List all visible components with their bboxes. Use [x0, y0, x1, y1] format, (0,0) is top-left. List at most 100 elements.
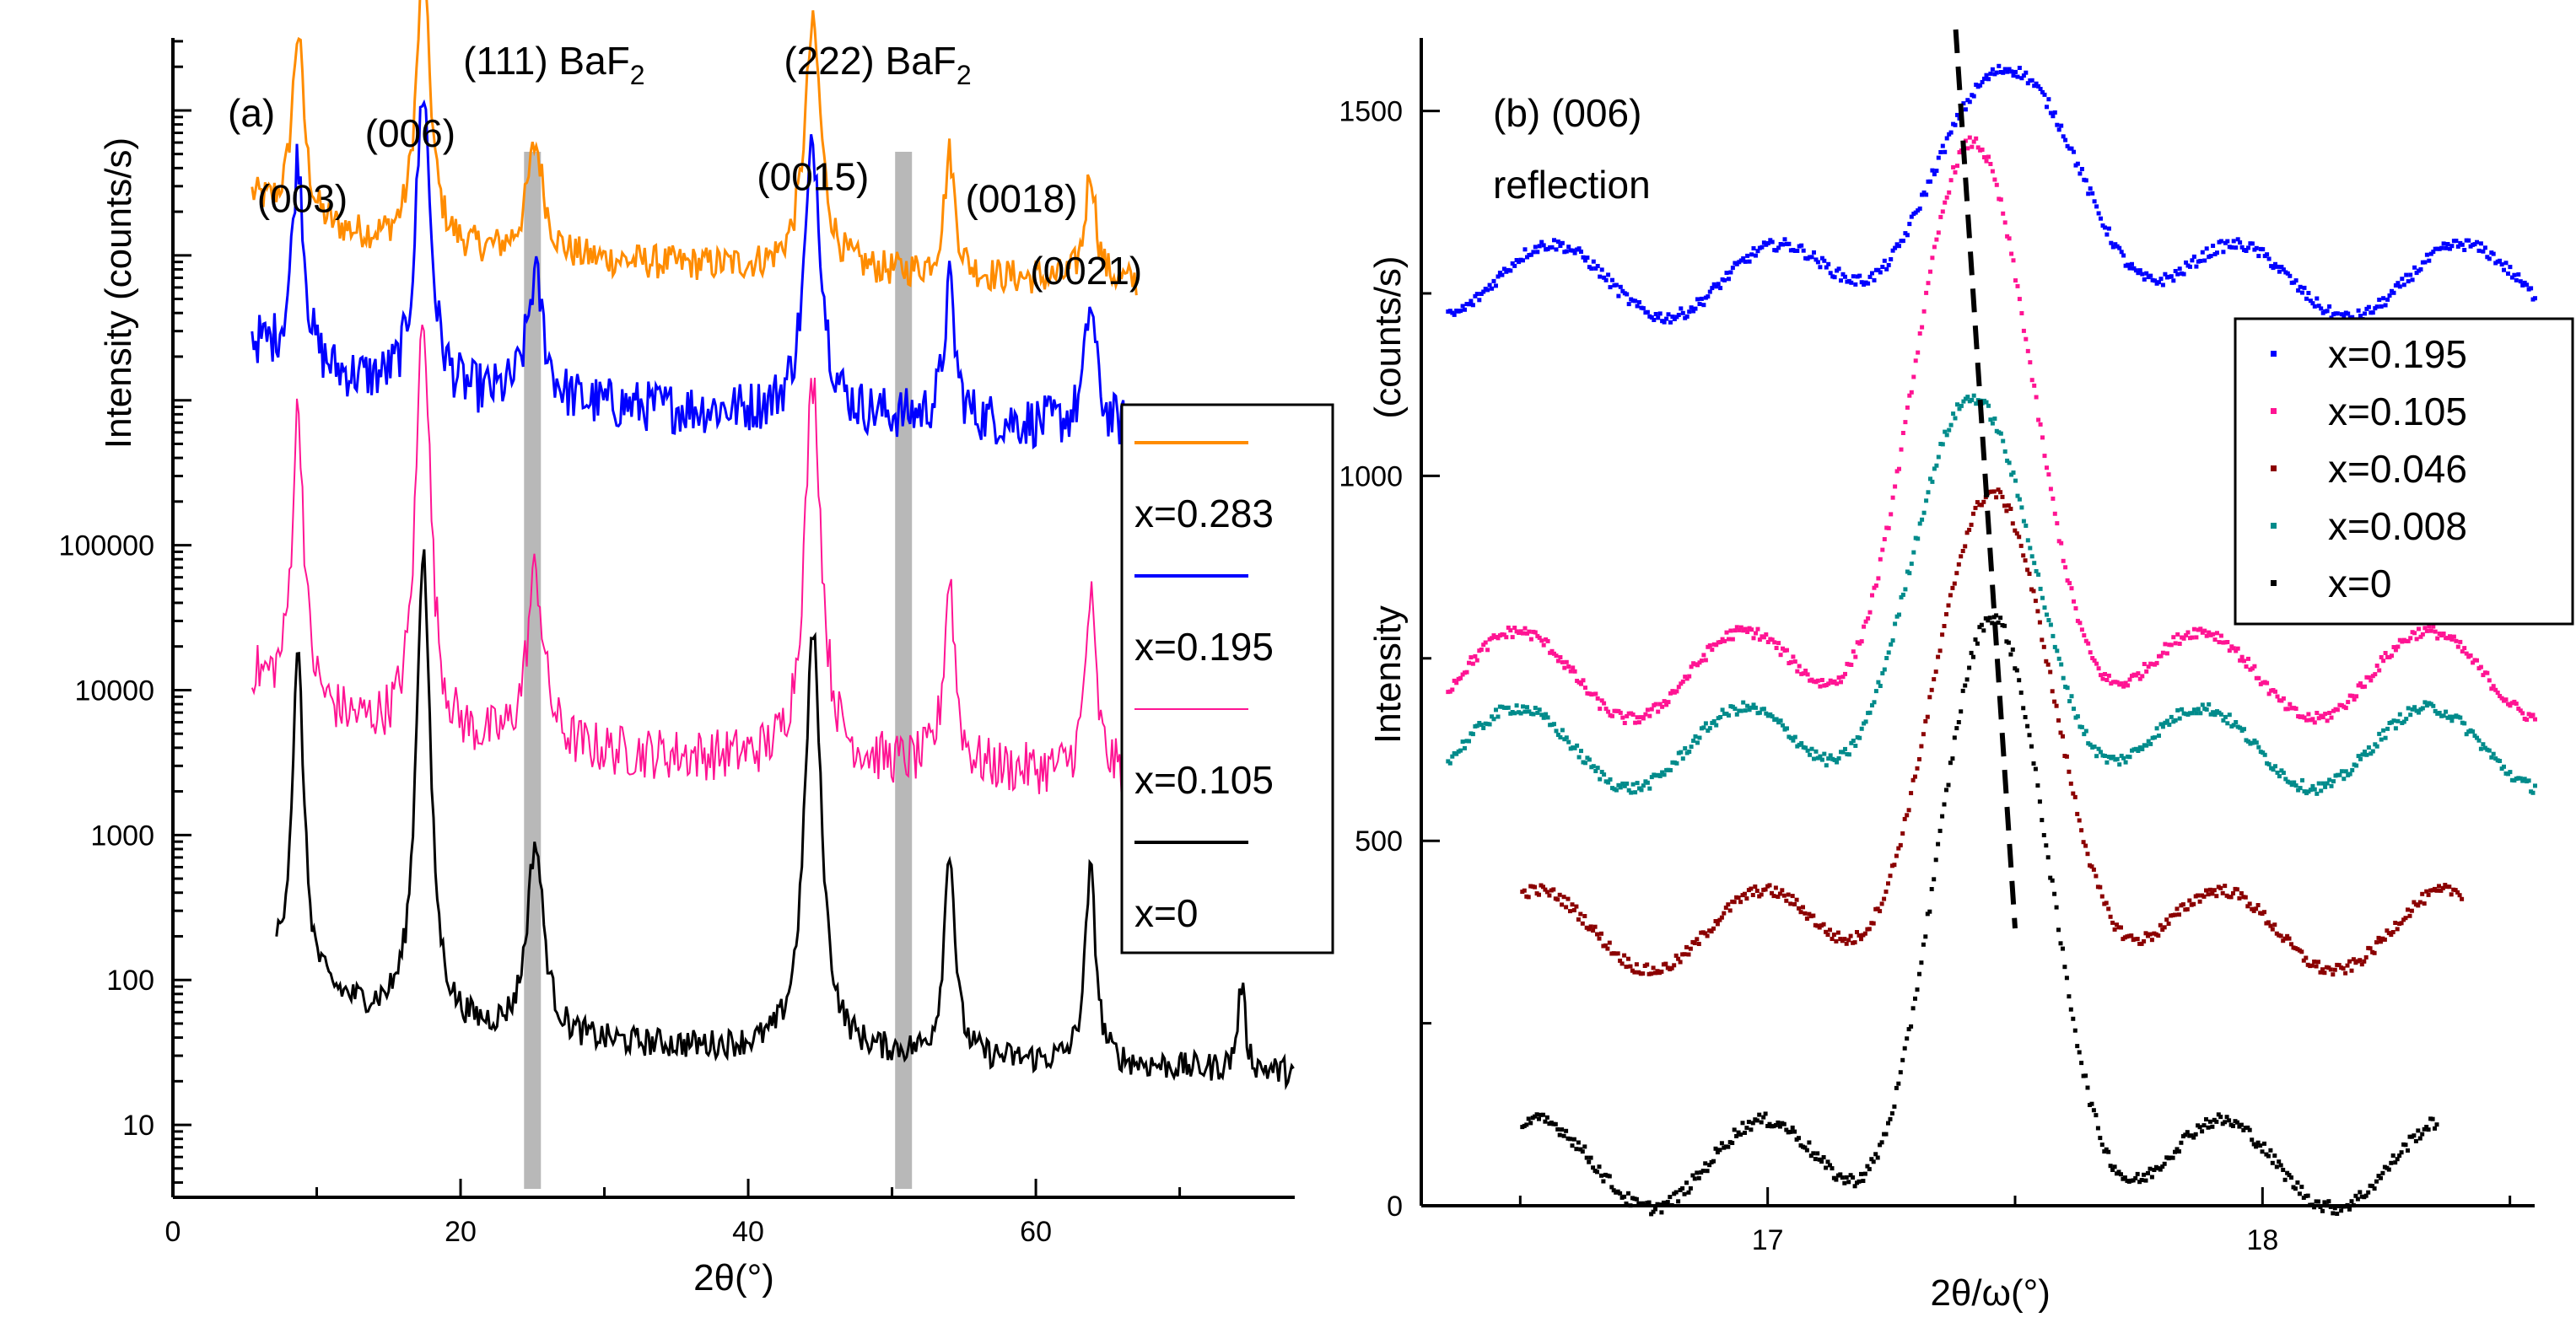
- data-point: [1797, 664, 1802, 669]
- data-point: [2013, 69, 2018, 74]
- data-point: [2173, 1149, 2177, 1154]
- data-point: [1709, 929, 1714, 934]
- data-point: [2533, 717, 2537, 722]
- data-point: [1541, 243, 1546, 248]
- data-point: [1836, 675, 1841, 680]
- data-point: [2163, 272, 2168, 277]
- data-point: [2059, 662, 2064, 667]
- data-point: [2234, 648, 2239, 653]
- data-point: [2395, 718, 2401, 723]
- data-point: [1578, 911, 1583, 917]
- data-point: [2045, 855, 2051, 860]
- data-point: [1888, 1116, 1893, 1121]
- data-point: [2430, 1116, 2435, 1121]
- data-point: [1750, 1121, 1755, 1126]
- data-point: [1699, 659, 1704, 663]
- data-point: [1711, 1159, 1716, 1164]
- data-point: [1711, 926, 1716, 931]
- data-point: [2299, 1185, 2304, 1190]
- data-point: [1598, 707, 1603, 712]
- data-point: [1859, 937, 1863, 942]
- data-point: [2320, 715, 2325, 720]
- data-point: [1776, 641, 1781, 646]
- data-point: [1651, 965, 1656, 970]
- data-point: [1757, 637, 1762, 642]
- data-point: [2437, 884, 2441, 889]
- data-point: [2448, 246, 2452, 251]
- data-point: [2359, 962, 2364, 967]
- data-point: [1537, 1116, 1541, 1121]
- data-point: [2009, 251, 2014, 256]
- data-point: [2433, 629, 2438, 634]
- data-point: [2017, 535, 2022, 540]
- data-point: [2292, 780, 2297, 785]
- data-point: [1907, 571, 1912, 576]
- data-point: [1576, 755, 1582, 760]
- data-point: [1606, 272, 1611, 277]
- data-point: [1819, 255, 1824, 261]
- data-point: [1828, 927, 1832, 933]
- data-point: [1738, 708, 1743, 713]
- data-point: [2389, 933, 2394, 938]
- data-point: [2061, 946, 2065, 951]
- data-point: [1537, 707, 1542, 712]
- data-point: [2529, 286, 2534, 291]
- data-point: [1560, 659, 1565, 664]
- data-point: [2083, 1073, 2088, 1078]
- data-point: [1703, 931, 1708, 936]
- data-point: [1781, 242, 1785, 247]
- data-point: [2177, 912, 2181, 917]
- data-point: [2094, 204, 2099, 209]
- data-point: [1722, 911, 1727, 916]
- data-point: [1699, 296, 1704, 301]
- data-point: [1737, 627, 1742, 632]
- data-point: [2266, 691, 2272, 696]
- data-point: [1666, 700, 1671, 705]
- data-point: [1844, 1175, 1849, 1180]
- data-point: [1792, 902, 1797, 906]
- data-point: [1469, 298, 1474, 304]
- data-point: [2448, 714, 2452, 719]
- data-point: [1599, 698, 1604, 703]
- data-point: [1759, 892, 1764, 897]
- data-point: [1637, 720, 1641, 725]
- data-point: [2110, 755, 2115, 759]
- data-point: [2031, 761, 2036, 766]
- data-point: [2256, 675, 2261, 680]
- data-point: [2234, 1120, 2239, 1125]
- data-point: [2426, 1127, 2431, 1132]
- data-point: [1574, 904, 1579, 909]
- data-point: [1601, 1179, 1606, 1184]
- data-point: [1880, 265, 1885, 269]
- data-point: [1896, 1081, 1901, 1086]
- data-point: [1786, 241, 1792, 246]
- data-point: [2052, 110, 2057, 115]
- data-point: [1689, 664, 1694, 669]
- legend-box: [1120, 403, 1334, 954]
- data-point: [1628, 964, 1633, 969]
- data-point: [2067, 581, 2072, 586]
- data-point: [2009, 69, 2014, 74]
- data-point: [1790, 894, 1795, 899]
- data-point: [1963, 683, 1968, 688]
- data-point: [1988, 71, 1993, 76]
- data-point: [2271, 767, 2276, 772]
- data-point: [2103, 225, 2107, 230]
- data-point: [2426, 892, 2431, 897]
- data-point: [2454, 638, 2459, 643]
- data-point: [2295, 1180, 2300, 1185]
- data-point: [1635, 715, 1640, 720]
- y-tick-label: 10000: [74, 675, 154, 707]
- data-point: [1657, 311, 1663, 316]
- data-point: [2382, 937, 2387, 942]
- data-point: [1911, 550, 1916, 555]
- data-point: [2356, 308, 2361, 313]
- data-point: [1808, 1153, 1813, 1159]
- data-point: [1767, 883, 1772, 888]
- data-point: [2315, 296, 2320, 301]
- data-point: [1599, 267, 1604, 272]
- data-point: [1593, 691, 1598, 696]
- data-point: [2245, 904, 2250, 909]
- data-point: [1890, 248, 1895, 253]
- data-point: [1764, 711, 1769, 716]
